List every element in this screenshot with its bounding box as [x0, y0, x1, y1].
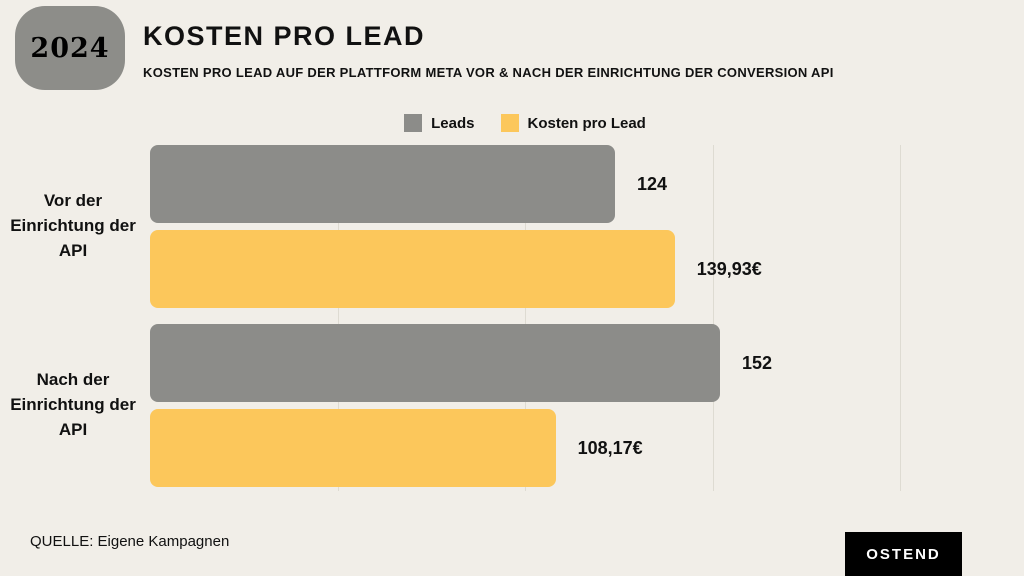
- kosten-swatch-icon: [500, 114, 519, 132]
- kosten-bar-vor: [150, 230, 675, 308]
- source-note: QUELLE: Eigene Kampagnen: [30, 533, 230, 550]
- kosten-bar-nach: [150, 409, 556, 487]
- legend-item-leads: Leads: [404, 114, 475, 132]
- leads-value-nach: 152: [742, 352, 773, 373]
- bar-group-vor: 124 139,93€: [150, 145, 900, 308]
- year-badge: 2024: [15, 6, 125, 90]
- year-label: 2024: [30, 32, 110, 64]
- leads-swatch-icon: [404, 114, 423, 132]
- plot-area: 124 139,93€ 152 108,17€: [150, 145, 900, 491]
- category-label-vor: Vor der Einrichtung der API: [10, 191, 136, 260]
- bar-row: 108,17€: [150, 409, 900, 487]
- legend-item-kosten: Kosten pro Lead: [500, 114, 646, 132]
- bar-row: 152: [150, 324, 900, 402]
- legend-label-kosten: Kosten pro Lead: [527, 114, 646, 132]
- brand-badge: OSTEND: [845, 532, 962, 576]
- kosten-value-nach: 108,17€: [577, 437, 643, 458]
- leads-bar-nach: [150, 324, 720, 402]
- kosten-value-vor: 139,93€: [696, 258, 762, 279]
- chart-legend: Leads Kosten pro Lead: [150, 114, 900, 132]
- category-label-nach: Nach der Einrichtung der API: [10, 370, 136, 439]
- bar-row: 139,93€: [150, 230, 900, 308]
- page-subtitle: KOSTEN PRO LEAD AUF DER PLATTFORM META V…: [143, 65, 834, 80]
- header: KOSTEN PRO LEAD KOSTEN PRO LEAD AUF DER …: [143, 21, 903, 80]
- bar-row: 124: [150, 145, 900, 223]
- leads-bar-vor: [150, 145, 615, 223]
- legend-label-leads: Leads: [431, 114, 475, 132]
- bar-chart: 124 139,93€ 152 108,17€: [150, 145, 901, 491]
- leads-value-vor: 124: [637, 173, 668, 194]
- bar-group-nach: 152 108,17€: [150, 324, 900, 487]
- page-title: KOSTEN PRO LEAD: [143, 21, 426, 51]
